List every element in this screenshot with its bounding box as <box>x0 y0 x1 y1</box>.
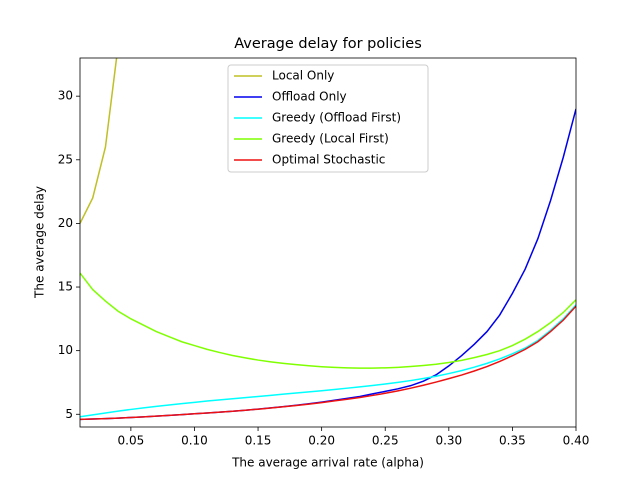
x-tick-label: 0.25 <box>372 434 399 448</box>
y-tick-label: 10 <box>58 343 73 357</box>
series-line <box>80 305 576 421</box>
y-axis-label: The average delay <box>33 186 47 299</box>
legend-label: Offload Only <box>272 90 347 104</box>
y-tick-label: 30 <box>58 89 73 103</box>
legend-box <box>227 64 429 173</box>
x-tick-label: 0.05 <box>118 434 145 448</box>
series-line <box>80 272 576 369</box>
legend-label: Optimal Stochastic <box>272 153 385 167</box>
plot-lines <box>80 58 576 421</box>
series-line <box>80 304 576 418</box>
y-tick-label: 20 <box>58 216 73 230</box>
x-tick-label: 0.10 <box>181 434 208 448</box>
x-axis-label: The average arrival rate (alpha) <box>231 456 424 470</box>
x-tick-label: 0.15 <box>245 434 272 448</box>
x-tick-label: 0.20 <box>308 434 335 448</box>
x-tick-label: 0.40 <box>563 434 590 448</box>
y-tick-label: 15 <box>58 280 73 294</box>
x-tick-label: 0.35 <box>499 434 526 448</box>
legend-label: Local Only <box>272 69 334 83</box>
x-tick-label: 0.30 <box>435 434 462 448</box>
series-line <box>80 58 118 224</box>
y-tick-label: 5 <box>65 407 73 421</box>
chart-title: Average delay for policies <box>234 36 422 52</box>
y-tick-label: 25 <box>58 152 73 166</box>
legend-label: Greedy (Offload First) <box>272 111 401 125</box>
plot-frame <box>79 57 577 428</box>
legend-label: Greedy (Local First) <box>272 132 389 146</box>
